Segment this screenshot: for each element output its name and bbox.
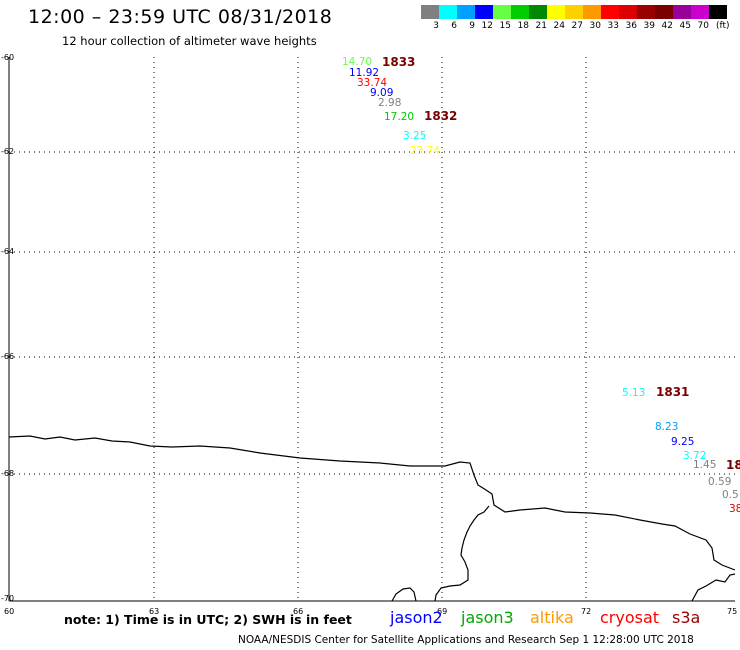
ice-shelf-outline [434,505,490,602]
lon-tick-label: 63 [149,607,159,616]
legend-swatch: 42 [655,5,673,31]
pass-id-label: 1833 [382,55,415,69]
lon-tick-label: 60 [4,607,14,616]
lat-tick-label: -64 [1,247,14,256]
legend-swatch: 9 [457,5,475,31]
color-legend: 3 6 9 12 15 18 21 24 27 30 33 36 39 42 45 70 [421,5,727,31]
swh-value: 3.72 [683,450,706,462]
legend-label: 30 [589,21,601,31]
legend-swatch: 21 [529,5,547,31]
swh-value: 23.74 [410,145,440,157]
legend-label: 3 [433,21,439,31]
lon-tick-label: 69 [437,607,447,616]
satellite-altika: altika [530,608,574,627]
legend-swatch: 18 [511,5,529,31]
coast-fragment-south [391,587,417,602]
legend-label: 9 [469,21,475,31]
map-subtitle: 12 hour collection of altimeter wave hei… [62,34,317,48]
swh-value: 8.23 [655,421,678,433]
swh-value: 33.74 [357,77,387,89]
legend-label: 36 [625,21,637,31]
swh-value: 5.13 [622,387,645,399]
lon-tick-label: 75 [727,607,737,616]
swh-value: 14.70 [342,56,372,68]
legend-swatch: 39 [637,5,655,31]
legend-label: 27 [571,21,583,31]
grid [9,57,735,601]
swh-value: 1.45 [693,459,716,471]
legend-swatch: 36 [619,5,637,31]
swh-value: 0.59 [708,476,731,488]
legend-swatch: 3 [421,5,439,31]
legend-label: 18 [517,21,529,31]
swh-value: 38 [729,503,740,515]
legend-label: 6 [451,21,457,31]
legend-label: 70 [697,21,709,31]
legend-swatch: 70 [691,5,709,31]
coast-fragment-east [691,573,736,602]
lat-tick-label: -60 [1,53,14,62]
swh-value: 0.5 [722,489,739,501]
lat-tick-label: -62 [1,147,14,156]
wave-height-observations: 14.70 11.92 33.74 9.09 2.98 17.20 3.25 2… [342,55,740,515]
satellite-jason2: jason2 [390,608,443,627]
legend-label: 42 [661,21,673,31]
swh-value: 9.09 [370,87,393,99]
legend-label: 39 [643,21,655,31]
swh-value: 17.20 [384,111,414,123]
legend-swatch: 15 [493,5,511,31]
legend-swatch: 12 [475,5,493,31]
antarctic-coastline [8,435,736,571]
legend-swatch: 6 [439,5,457,31]
map-title: 12:00 – 23:59 UTC 08/31/2018 [28,6,333,28]
footer-note: note: 1) Time is in UTC; 2) SWH is in fe… [64,612,352,627]
pass-id-label: 1831 [656,385,689,399]
lat-tick-label: -70 [1,594,14,603]
lon-tick-label: 66 [293,607,303,616]
swh-value: 11.92 [349,67,379,79]
legend-swatch [709,5,727,19]
legend-label: 33 [607,21,619,31]
legend-swatch: 24 [547,5,565,31]
legend-swatch: 33 [601,5,619,31]
satellite-jason3: jason3 [461,608,514,627]
legend-label: 45 [679,21,691,31]
legend-swatch: 45 [673,5,691,31]
satellite-cryosat: cryosat [600,608,660,627]
lat-tick-label: -66 [1,352,14,361]
legend-swatch: 27 [565,5,583,31]
footer-credit: NOAA/NESDIS Center for Satellite Applica… [238,634,694,646]
pass-id-label: 1832 [424,109,457,123]
legend-label: 24 [553,21,565,31]
legend-swatch: 30 [583,5,601,31]
legend-label: 15 [499,21,511,31]
satellite-s3a: s3a [672,608,701,627]
legend-unit: (ft) [716,21,730,31]
swh-value: 2.98 [378,97,401,109]
lon-tick-label: 72 [581,607,591,616]
legend-label: 21 [535,21,547,31]
legend-label: 12 [481,21,493,31]
swh-value: 3.25 [403,130,426,142]
swh-value: 9.25 [671,436,694,448]
pass-id-label: 18 [726,458,740,472]
lat-tick-label: -68 [1,469,14,478]
